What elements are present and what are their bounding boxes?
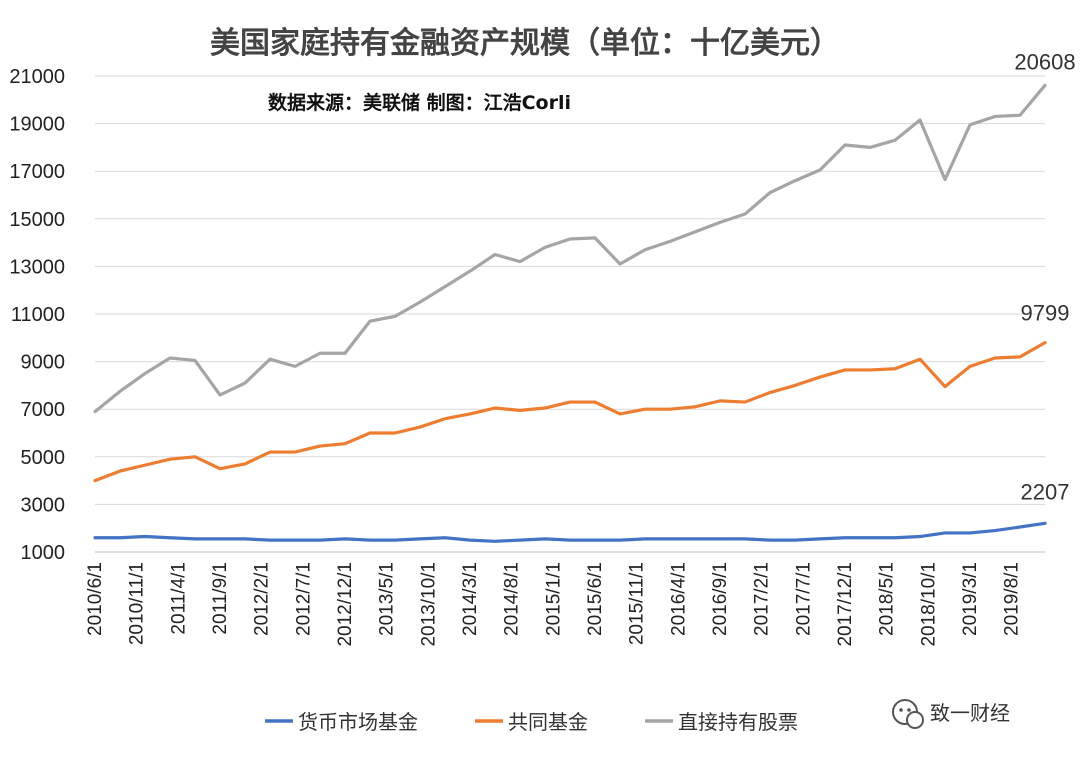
x-tick-label: 2014/3/1 <box>460 562 481 636</box>
y-tick-label: 13000 <box>9 256 65 278</box>
x-tick-label: 2011/9/1 <box>210 562 231 635</box>
y-axis: 1000 3000 5000 7000 9000 11000 13000 15000 17000… <box>9 66 65 564</box>
x-tick-label: 2017/2/1 <box>752 562 773 636</box>
data-labels: 2207 9799 20608 <box>1014 49 1075 504</box>
x-tick-label: 2010/11/1 <box>127 562 148 645</box>
wechat-icon <box>892 699 924 729</box>
y-tick-label: 5000 <box>21 447 66 469</box>
x-tick-label: 2011/4/1 <box>168 562 189 635</box>
x-tick-label: 2015/11/1 <box>627 562 648 645</box>
x-tick-label: 2017/7/1 <box>793 562 814 636</box>
legend-label: 共同基金 <box>508 710 588 734</box>
x-tick-label: 2014/8/1 <box>502 562 523 636</box>
y-tick-label: 1000 <box>21 542 66 564</box>
series-line-2 <box>93 340 1047 483</box>
x-tick-label: 2018/10/1 <box>918 562 939 647</box>
y-tick-label: 9000 <box>21 352 66 374</box>
x-tick-label: 2013/5/1 <box>377 562 398 636</box>
x-tick-label: 2016/4/1 <box>668 562 689 636</box>
x-tick-label: 2019/3/1 <box>960 562 981 636</box>
x-tick-label: 2012/12/1 <box>335 562 356 647</box>
x-tick-label: 2017/12/1 <box>835 562 856 647</box>
gridlines <box>95 75 1045 553</box>
y-tick-label: 3000 <box>21 494 66 516</box>
x-tick-label: 2015/1/1 <box>543 562 564 636</box>
y-tick-label: 17000 <box>9 161 65 183</box>
legend-label: 货币市场基金 <box>298 710 418 734</box>
x-tick-label: 2015/6/1 <box>585 562 606 636</box>
y-tick-label: 7000 <box>21 399 66 421</box>
series-line-3 <box>93 83 1047 414</box>
end-value-label: 2207 <box>1021 479 1070 504</box>
end-value-label: 9799 <box>1021 301 1070 326</box>
series-line-1 <box>93 521 1047 543</box>
x-tick-label: 2018/5/1 <box>877 562 898 636</box>
y-tick-label: 21000 <box>9 66 65 88</box>
x-tick-label: 2012/2/1 <box>252 562 273 636</box>
legend-label: 直接持有股票 <box>678 710 798 734</box>
legend: 货币市场基金 共同基金 直接持有股票 <box>265 710 798 734</box>
y-tick-label: 11000 <box>11 304 65 326</box>
y-tick-label: 19000 <box>9 114 65 136</box>
x-tick-label: 2012/7/1 <box>293 562 314 636</box>
x-tick-label: 2010/6/1 <box>85 562 106 636</box>
watermark-text: 致一财经 <box>930 701 1010 725</box>
x-tick-label: 2016/9/1 <box>710 562 731 636</box>
chart-subtitle: 数据来源：美联储 制图：江浩Corli <box>268 91 571 114</box>
x-tick-label: 2019/8/1 <box>1002 562 1023 636</box>
end-value-label: 20608 <box>1014 49 1075 74</box>
x-tick-label: 2013/10/1 <box>418 562 439 647</box>
chart-title: 美国家庭持有金融资产规模（单位：十亿美元） <box>210 26 840 61</box>
series-group <box>93 83 1047 543</box>
watermark: 致一财经 <box>892 699 1010 729</box>
x-axis: 2010/6/1 2010/11/1 2011/4/1 2011/9/1 2012/2/… <box>85 562 1023 647</box>
y-tick-label: 15000 <box>9 209 65 231</box>
